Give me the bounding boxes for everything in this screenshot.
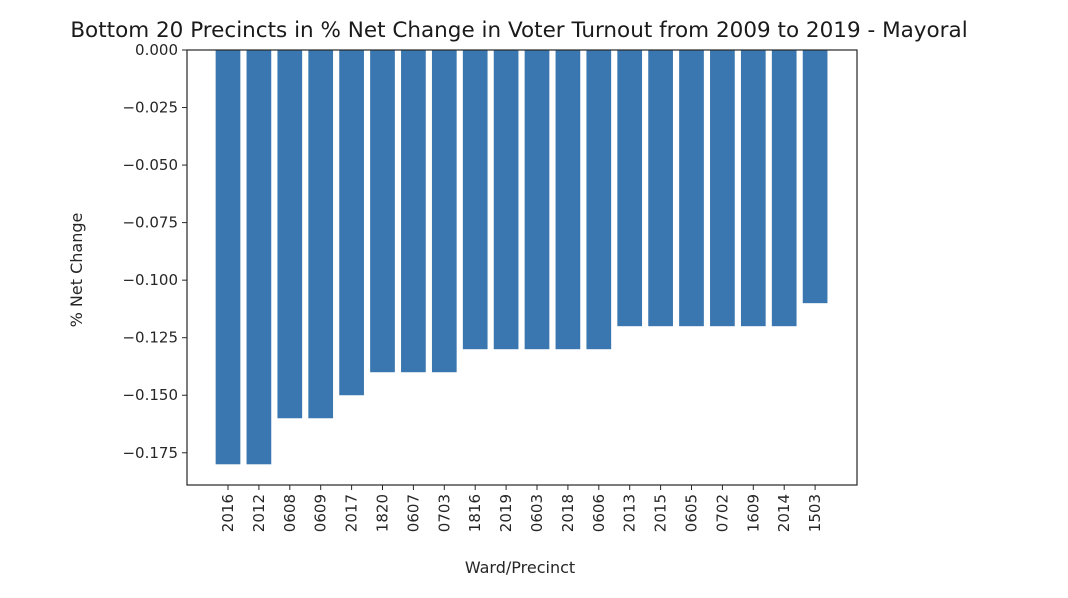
x-tick-label-1816: 1816 bbox=[466, 494, 484, 532]
bar-0703 bbox=[431, 50, 457, 373]
bar-2019 bbox=[493, 50, 519, 350]
y-tick-label-7: −0.175 bbox=[122, 444, 178, 462]
x-tick-label-0606: 0606 bbox=[590, 494, 608, 532]
x-tick-label-2019: 2019 bbox=[497, 494, 515, 532]
bar-2018 bbox=[555, 50, 581, 350]
x-tick-label-2013: 2013 bbox=[621, 494, 639, 532]
bar-2014 bbox=[771, 50, 797, 327]
bar-2012 bbox=[246, 50, 272, 465]
chart-title: Bottom 20 Precincts in % Net Change in V… bbox=[70, 18, 967, 43]
bar-0603 bbox=[524, 50, 550, 350]
x-tick-label-2018: 2018 bbox=[559, 494, 577, 532]
bar-1820 bbox=[370, 50, 395, 373]
bar-0609 bbox=[308, 50, 334, 419]
bar-1816 bbox=[462, 50, 488, 350]
x-tick-label-0609: 0609 bbox=[312, 494, 330, 532]
x-tick-label-2015: 2015 bbox=[652, 494, 670, 532]
x-tick-label-0608: 0608 bbox=[281, 494, 299, 532]
y-axis: 0.000 −0.025 −0.050 −0.075 −0.100 −0.125 −0.15… bbox=[122, 41, 187, 462]
bar-2015 bbox=[648, 50, 673, 327]
bar-0605 bbox=[679, 50, 704, 327]
x-tick-label-2017: 2017 bbox=[343, 494, 361, 532]
x-tick-label-2014: 2014 bbox=[775, 494, 793, 532]
bar-0606 bbox=[586, 50, 612, 350]
y-axis-label: % Net Change bbox=[67, 213, 86, 328]
x-tick-label-0603: 0603 bbox=[528, 494, 546, 532]
bar-0607 bbox=[401, 50, 426, 373]
y-tick-label-5: −0.125 bbox=[122, 329, 178, 347]
bar-2017 bbox=[339, 50, 364, 396]
bar-1503 bbox=[802, 50, 828, 304]
x-tick-label-0607: 0607 bbox=[404, 494, 422, 532]
x-tick-label-0605: 0605 bbox=[683, 494, 701, 532]
y-tick-label-3: −0.075 bbox=[122, 214, 178, 232]
x-tick-label-0703: 0703 bbox=[435, 494, 453, 532]
x-tick-label-2016: 2016 bbox=[219, 494, 237, 532]
bar-2016 bbox=[215, 50, 241, 465]
x-tick-label-1820: 1820 bbox=[374, 494, 392, 532]
y-tick-label-1: −0.025 bbox=[122, 99, 178, 117]
x-tick-label-1609: 1609 bbox=[744, 494, 762, 532]
x-tick-label-0702: 0702 bbox=[713, 494, 731, 532]
bars-group bbox=[215, 50, 828, 465]
x-axis-label: Ward/Precinct bbox=[465, 558, 575, 577]
bar-0608 bbox=[277, 50, 303, 419]
bar-2013 bbox=[617, 50, 643, 327]
bar-1609 bbox=[740, 50, 766, 327]
plot-frame bbox=[186, 49, 858, 486]
x-axis: 2016 2012 0608 0609 2017 1820 0607 0703 1816 2019… bbox=[219, 485, 824, 532]
x-tick-label-2012: 2012 bbox=[250, 494, 268, 532]
bar-0702 bbox=[710, 50, 735, 327]
y-tick-label-6: −0.150 bbox=[122, 386, 178, 404]
y-tick-label-4: −0.100 bbox=[122, 271, 178, 289]
x-tick-label-1503: 1503 bbox=[806, 494, 824, 532]
y-tick-label-2: −0.050 bbox=[122, 156, 178, 174]
y-tick-label-0: 0.000 bbox=[135, 41, 178, 59]
